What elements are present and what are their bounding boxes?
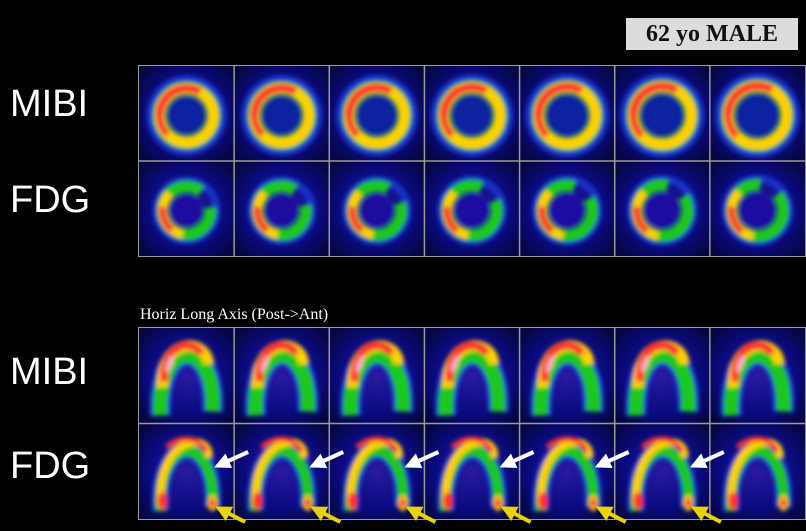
long-axis-mibi-panel-4: [424, 328, 520, 424]
short-axis-images: [139, 66, 805, 256]
long-axis-images: [139, 328, 805, 519]
long-axis-fdg-panel-4: [424, 423, 520, 519]
short-axis-fdg-label: FDG: [10, 179, 91, 221]
short-axis-fdg-panel-2: [234, 161, 330, 256]
short-axis-image-grid: [138, 65, 806, 257]
long-axis-title: Horiz Long Axis (Post->Ant): [140, 306, 329, 323]
long-axis-fdg-panel-6: [614, 423, 710, 519]
short-axis-mibi-panel-2: [234, 66, 330, 161]
short-axis-fdg-panel-4: [424, 161, 520, 256]
short-axis-mibi-panel-4: [424, 66, 520, 161]
long-axis-mibi-label: MIBI: [10, 351, 89, 393]
short-axis-fdg-panel-1: [139, 161, 235, 256]
long-axis-mibi-panel-5: [519, 328, 615, 424]
short-axis-mibi-label: MIBI: [10, 83, 89, 125]
short-axis-mibi-panel-1: [139, 66, 235, 161]
long-axis-fdg-panel-5: [519, 423, 615, 519]
long-axis-mibi-panel-1: [139, 328, 235, 424]
short-axis-fdg-panel-7: [709, 161, 805, 256]
long-axis-fdg-panel-7: [709, 423, 805, 519]
short-axis-fdg-panel-5: [519, 161, 615, 256]
patient-label: 62 yo MALE: [626, 18, 798, 50]
short-axis-mibi-panel-3: [329, 66, 425, 161]
short-axis-fdg-panel-3: [329, 161, 425, 256]
long-axis-mibi-panel-3: [329, 328, 425, 424]
long-axis-fdg-label: FDG: [10, 445, 91, 487]
long-axis-fdg-panel-2: [234, 423, 330, 519]
short-axis-mibi-panel-7: [709, 66, 805, 161]
long-axis-mibi-panel-6: [614, 328, 710, 424]
long-axis-fdg-panel-3: [329, 423, 425, 519]
long-axis-mibi-panel-2: [234, 328, 330, 424]
short-axis-mibi-panel-6: [614, 66, 710, 161]
long-axis-mibi-panel-7: [709, 328, 805, 424]
long-axis-image-grid: [138, 327, 806, 520]
short-axis-fdg-panel-6: [614, 161, 710, 256]
long-axis-fdg-panel-1: [139, 423, 235, 519]
short-axis-mibi-panel-5: [519, 66, 615, 161]
